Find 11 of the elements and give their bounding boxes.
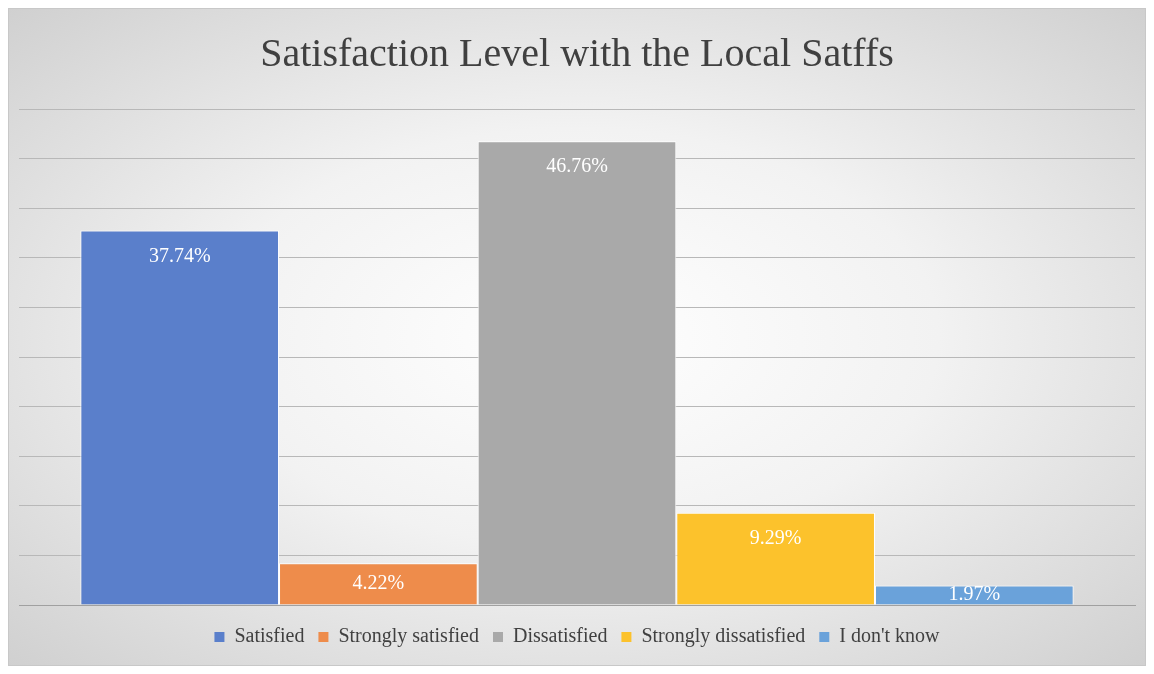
legend-label: Strongly dissatisfied xyxy=(641,624,806,648)
data-label: 1.97% xyxy=(948,582,1001,605)
legend-label: I don't know xyxy=(839,624,941,647)
chart-title: Satisfaction Level with the Local Satffs xyxy=(260,29,894,75)
legend-label: Dissatisfied xyxy=(512,624,608,647)
data-label: 46.76% xyxy=(546,154,608,177)
legend-label: Satisfied xyxy=(234,624,305,647)
legend-label: Strongly satisfied xyxy=(338,624,479,648)
data-label: 37.74% xyxy=(148,243,211,266)
data-label: 9.29% xyxy=(749,526,802,549)
data-label: 4.22% xyxy=(352,571,405,594)
